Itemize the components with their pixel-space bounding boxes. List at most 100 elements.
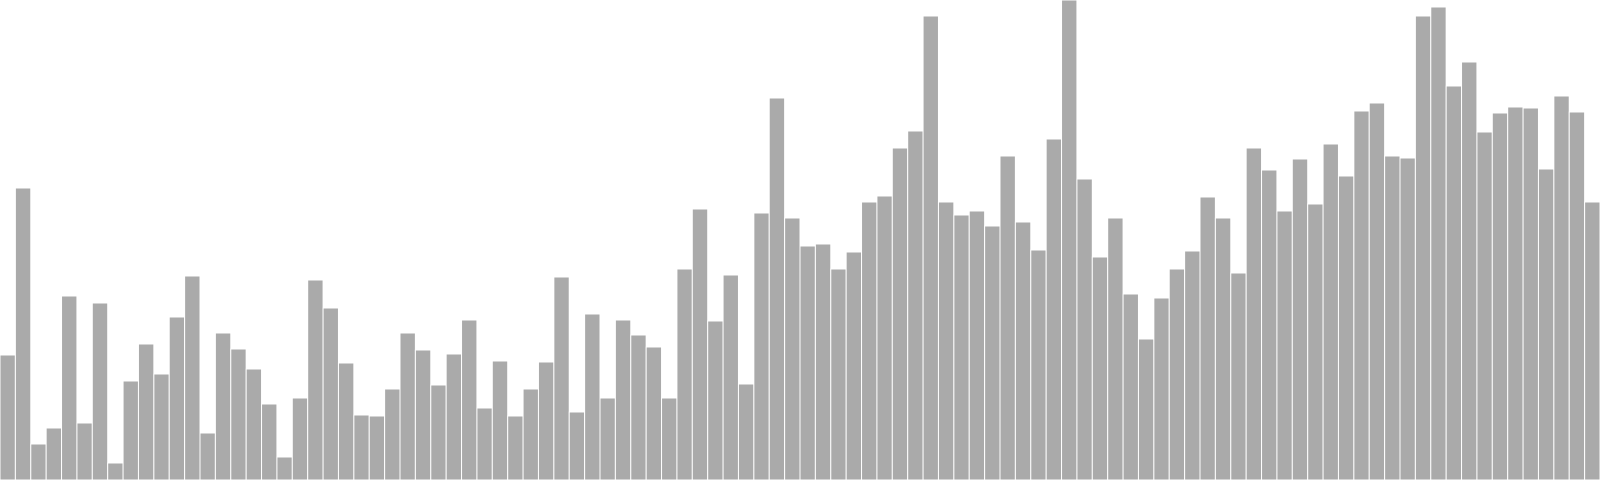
bar-62 <box>953 214 970 480</box>
bar-14 <box>214 332 232 480</box>
bar-66 <box>1014 221 1032 480</box>
bar-1 <box>14 187 32 480</box>
bar-17 <box>261 403 278 480</box>
bar-82 <box>1261 169 1278 480</box>
bar-72 <box>1107 217 1124 480</box>
bar-46 <box>707 320 724 480</box>
bar-88 <box>1353 110 1370 480</box>
bar-9 <box>137 343 155 480</box>
bar-43 <box>661 397 678 480</box>
bar-47 <box>722 274 739 480</box>
bar-85 <box>1307 203 1324 480</box>
bar-42 <box>645 346 663 480</box>
bar-83 <box>1276 210 1293 480</box>
bar-91 <box>1399 157 1416 480</box>
bar-7 <box>107 462 124 480</box>
bar-8 <box>122 380 139 480</box>
bar-56 <box>861 201 878 480</box>
bar-4 <box>61 295 78 480</box>
bar-48 <box>737 383 755 480</box>
bar-84 <box>1291 158 1309 480</box>
bar-25 <box>384 388 401 480</box>
bar-102 <box>1568 111 1586 480</box>
bar-75 <box>1153 297 1170 480</box>
bar-79 <box>1214 217 1232 480</box>
bar-97 <box>1491 112 1509 480</box>
bar-49 <box>753 212 770 480</box>
bar-12 <box>184 275 201 480</box>
bar-69 <box>1061 0 1078 480</box>
bar-61 <box>937 201 955 480</box>
bar-94 <box>1445 85 1463 480</box>
bar-89 <box>1368 102 1386 480</box>
bar-96 <box>1476 131 1493 480</box>
bar-76 <box>1168 268 1186 480</box>
bar-5 <box>76 422 93 480</box>
bar-74 <box>1137 338 1155 480</box>
bar-26 <box>399 332 416 480</box>
bar-37 <box>568 411 586 480</box>
bar-3 <box>45 427 63 480</box>
bar-52 <box>799 245 816 480</box>
bar-67 <box>1030 249 1047 480</box>
bar-2 <box>30 443 47 480</box>
bar-103 <box>1584 201 1600 480</box>
bar-92 <box>1414 15 1432 480</box>
bar-93 <box>1430 6 1447 480</box>
bar-35 <box>537 361 555 480</box>
bar-31 <box>476 407 493 480</box>
bar-27 <box>414 349 432 480</box>
bar-78 <box>1199 196 1216 480</box>
bar-21 <box>322 307 339 480</box>
bar-34 <box>522 388 539 480</box>
bar-70 <box>1076 178 1093 480</box>
bar-0 <box>0 354 16 480</box>
bar-44 <box>676 268 693 480</box>
bar-24 <box>368 415 386 480</box>
bar-53 <box>814 243 832 480</box>
bar-71 <box>1091 256 1109 480</box>
bar-38 <box>584 313 601 480</box>
bar-36 <box>553 276 570 480</box>
bar-99 <box>1522 107 1539 480</box>
bar-98 <box>1507 106 1524 480</box>
bar-60 <box>922 15 939 480</box>
bar-28 <box>430 384 447 480</box>
bar-16 <box>245 368 263 480</box>
bar-95 <box>1461 61 1478 480</box>
bar-40 <box>614 319 632 480</box>
bar-77 <box>1184 250 1201 480</box>
bar-39 <box>599 397 616 480</box>
bar-18 <box>276 456 293 480</box>
bar-13 <box>199 432 216 480</box>
bar-33 <box>507 415 524 480</box>
bar-59 <box>907 130 924 480</box>
bar-73 <box>1122 293 1139 480</box>
bar-45 <box>691 208 709 480</box>
bar-11 <box>168 316 186 480</box>
bar-50 <box>768 97 786 480</box>
bar-68 <box>1045 138 1063 480</box>
bar-22 <box>337 362 355 480</box>
bar-54 <box>830 268 847 480</box>
bar-100 <box>1537 168 1555 480</box>
bar-51 <box>784 217 801 480</box>
bar-64 <box>984 225 1001 480</box>
bar-41 <box>630 334 647 480</box>
bar-65 <box>999 155 1016 480</box>
bar-55 <box>845 251 863 480</box>
bar-58 <box>891 147 909 480</box>
bar-15 <box>230 348 247 480</box>
bar-80 <box>1230 272 1247 480</box>
bar-81 <box>1245 147 1263 480</box>
bar-6 <box>91 302 109 480</box>
bar-57 <box>876 195 893 480</box>
bar-10 <box>153 373 170 480</box>
bar-19 <box>291 397 309 480</box>
bar-101 <box>1553 95 1570 480</box>
bar-86 <box>1322 143 1339 480</box>
bar-29 <box>445 353 463 480</box>
